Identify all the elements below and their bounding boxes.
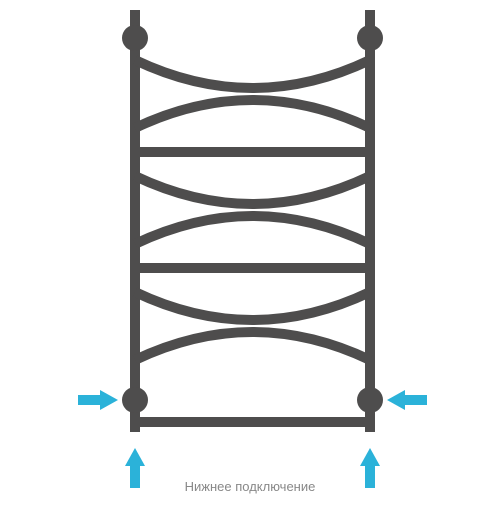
diagram-caption: Нижнее подключение [0, 479, 500, 494]
towel-rail-diagram [0, 0, 500, 500]
